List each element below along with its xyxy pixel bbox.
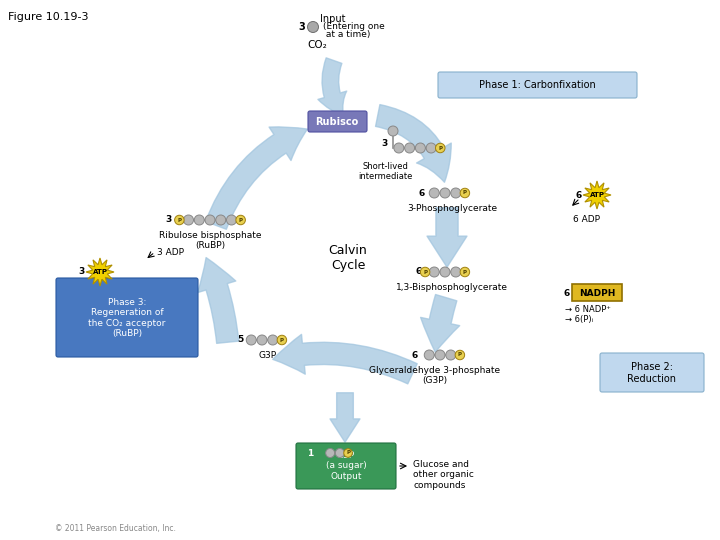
Circle shape: [420, 267, 430, 276]
Polygon shape: [583, 181, 611, 209]
Text: P: P: [463, 269, 467, 274]
FancyArrowPatch shape: [273, 334, 417, 384]
Text: 6: 6: [419, 188, 425, 198]
Text: P: P: [463, 191, 467, 195]
FancyArrowPatch shape: [197, 258, 239, 343]
Text: Figure 10.19-3: Figure 10.19-3: [8, 12, 89, 22]
Text: P: P: [458, 353, 462, 357]
Text: P: P: [438, 145, 442, 151]
Text: 6 ADP: 6 ADP: [573, 215, 600, 224]
FancyArrowPatch shape: [420, 294, 460, 352]
Circle shape: [325, 449, 335, 457]
Text: P: P: [346, 450, 350, 456]
Text: P: P: [238, 218, 243, 222]
Circle shape: [343, 449, 352, 457]
Polygon shape: [86, 258, 114, 286]
Circle shape: [216, 215, 226, 225]
Circle shape: [246, 335, 256, 345]
Circle shape: [277, 335, 287, 345]
Circle shape: [440, 188, 450, 198]
Circle shape: [446, 350, 456, 360]
Circle shape: [451, 267, 461, 277]
Circle shape: [388, 126, 398, 136]
Text: Ribulose bisphosphate
(RuBP): Ribulose bisphosphate (RuBP): [158, 231, 261, 251]
Circle shape: [440, 267, 450, 277]
Text: 6: 6: [415, 267, 422, 276]
Circle shape: [460, 267, 469, 276]
Circle shape: [426, 143, 436, 153]
Text: 5: 5: [237, 335, 243, 345]
Text: Glyceraldehyde 3-phosphate
(G3P): Glyceraldehyde 3-phosphate (G3P): [369, 366, 500, 386]
Text: ATP: ATP: [92, 269, 107, 275]
FancyArrowPatch shape: [318, 58, 347, 116]
FancyBboxPatch shape: [600, 353, 704, 392]
Circle shape: [460, 188, 469, 198]
Text: P: P: [177, 218, 181, 222]
Circle shape: [205, 215, 215, 225]
Circle shape: [336, 449, 344, 457]
Circle shape: [451, 188, 461, 198]
Text: ATP: ATP: [590, 192, 605, 198]
Text: Short-lived
intermediate: Short-lived intermediate: [358, 162, 412, 181]
FancyBboxPatch shape: [572, 284, 622, 301]
FancyArrowPatch shape: [427, 208, 467, 267]
FancyArrowPatch shape: [205, 127, 307, 230]
Text: NADPH: NADPH: [579, 288, 615, 298]
Text: 6: 6: [412, 350, 418, 360]
Text: © 2011 Pearson Education, Inc.: © 2011 Pearson Education, Inc.: [55, 524, 176, 533]
Text: G3P
(a sugar)
Output: G3P (a sugar) Output: [325, 451, 366, 481]
Text: 3: 3: [298, 22, 305, 32]
Circle shape: [455, 350, 464, 360]
Circle shape: [184, 215, 194, 225]
Text: 1: 1: [307, 449, 313, 457]
Circle shape: [436, 143, 445, 153]
Text: 6: 6: [576, 191, 582, 199]
Circle shape: [415, 143, 426, 153]
Circle shape: [268, 335, 278, 345]
Circle shape: [236, 215, 246, 225]
Text: 3: 3: [78, 267, 85, 276]
Text: Phase 1: Carbonfixation: Phase 1: Carbonfixation: [479, 80, 595, 90]
FancyBboxPatch shape: [296, 443, 396, 489]
Text: P: P: [423, 269, 427, 274]
Text: 3: 3: [166, 215, 172, 225]
Circle shape: [424, 350, 434, 360]
Text: P: P: [280, 338, 284, 342]
Circle shape: [405, 143, 415, 153]
Text: G3P: G3P: [259, 351, 277, 360]
Circle shape: [394, 143, 404, 153]
Text: Glucose and
other organic
compounds: Glucose and other organic compounds: [413, 460, 474, 490]
Text: 3: 3: [382, 138, 388, 147]
Text: Calvin
Cycle: Calvin Cycle: [328, 244, 367, 272]
FancyBboxPatch shape: [308, 111, 367, 132]
Circle shape: [429, 267, 439, 277]
Circle shape: [435, 350, 445, 360]
FancyArrowPatch shape: [330, 393, 360, 442]
FancyBboxPatch shape: [56, 278, 198, 357]
FancyBboxPatch shape: [438, 72, 637, 98]
Text: Phase 3:
Regeneration of
the CO₂ acceptor
(RuBP): Phase 3: Regeneration of the CO₂ accepto…: [89, 298, 166, 338]
Circle shape: [175, 215, 184, 225]
Text: at a time): at a time): [323, 30, 370, 39]
Circle shape: [194, 215, 204, 225]
FancyArrowPatch shape: [376, 105, 451, 183]
Text: Rubisco: Rubisco: [315, 117, 359, 127]
Circle shape: [429, 188, 439, 198]
Text: → 6 NADP⁺
→ 6(P)ᵢ: → 6 NADP⁺ → 6(P)ᵢ: [565, 305, 611, 325]
Circle shape: [227, 215, 236, 225]
Text: CO₂: CO₂: [307, 40, 327, 50]
Circle shape: [257, 335, 267, 345]
Text: 3-Phosphoglycerate: 3-Phosphoglycerate: [407, 204, 497, 213]
Text: Input: Input: [320, 14, 346, 24]
Text: (Entering one: (Entering one: [323, 22, 384, 31]
Text: Phase 2:
Reduction: Phase 2: Reduction: [628, 362, 677, 384]
Text: 3 ADP: 3 ADP: [157, 248, 184, 257]
Circle shape: [307, 22, 318, 32]
Text: 1,3-Bisphosphoglycerate: 1,3-Bisphosphoglycerate: [396, 283, 508, 292]
Text: 6: 6: [564, 288, 570, 298]
